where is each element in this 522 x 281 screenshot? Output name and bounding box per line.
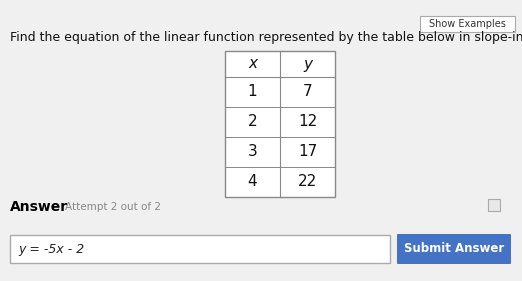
Text: Answer: Answer [10, 200, 68, 214]
Text: 1: 1 [247, 85, 257, 99]
FancyBboxPatch shape [420, 16, 515, 32]
Text: 12: 12 [298, 114, 317, 130]
Text: Find the equation of the linear function represented by the table below in slope: Find the equation of the linear function… [10, 31, 522, 44]
FancyBboxPatch shape [488, 199, 500, 211]
Text: Submit Answer: Submit Answer [404, 243, 504, 255]
Text: 22: 22 [298, 175, 317, 189]
Text: Attempt 2 out of 2: Attempt 2 out of 2 [65, 202, 161, 212]
Text: x: x [248, 56, 257, 71]
FancyBboxPatch shape [397, 234, 511, 264]
Text: 7: 7 [303, 85, 312, 99]
FancyBboxPatch shape [10, 235, 390, 263]
Text: 4: 4 [247, 175, 257, 189]
Text: Show Examples: Show Examples [429, 19, 506, 29]
Text: y: y [303, 56, 312, 71]
Text: 2: 2 [247, 114, 257, 130]
Text: 3: 3 [247, 144, 257, 160]
Text: 17: 17 [298, 144, 317, 160]
FancyBboxPatch shape [225, 51, 335, 197]
Text: y = -5x - 2: y = -5x - 2 [18, 243, 84, 255]
